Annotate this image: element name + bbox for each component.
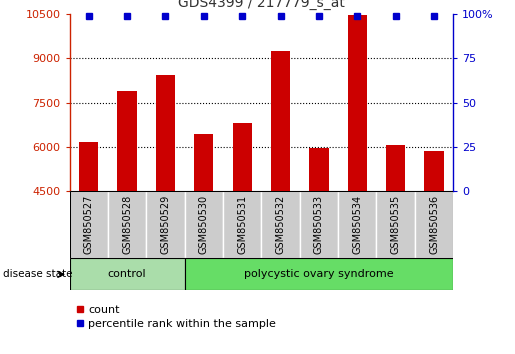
Bar bbox=[108, 191, 146, 258]
Title: GDS4399 / 217779_s_at: GDS4399 / 217779_s_at bbox=[178, 0, 345, 10]
Text: GSM850535: GSM850535 bbox=[391, 195, 401, 255]
Bar bbox=[117, 91, 136, 191]
Text: GSM850527: GSM850527 bbox=[84, 195, 94, 255]
Bar bbox=[261, 191, 300, 258]
Bar bbox=[386, 145, 405, 191]
Bar bbox=[70, 191, 108, 258]
Text: GSM850534: GSM850534 bbox=[352, 195, 362, 255]
Bar bbox=[348, 15, 367, 191]
Text: GSM850530: GSM850530 bbox=[199, 195, 209, 255]
Bar bbox=[223, 191, 261, 258]
Text: GSM850536: GSM850536 bbox=[429, 195, 439, 255]
Bar bbox=[184, 258, 453, 290]
Bar bbox=[194, 133, 213, 191]
Bar bbox=[338, 191, 376, 258]
Bar bbox=[146, 191, 184, 258]
Legend: count, percentile rank within the sample: count, percentile rank within the sample bbox=[75, 303, 279, 331]
Text: GSM850531: GSM850531 bbox=[237, 195, 247, 255]
Bar bbox=[70, 258, 184, 290]
Bar bbox=[79, 143, 98, 191]
Text: polycystic ovary syndrome: polycystic ovary syndrome bbox=[244, 269, 394, 279]
Bar bbox=[415, 191, 453, 258]
Text: GSM850532: GSM850532 bbox=[276, 195, 285, 255]
Text: disease state: disease state bbox=[3, 269, 72, 279]
Bar bbox=[376, 191, 415, 258]
Text: GSM850533: GSM850533 bbox=[314, 195, 324, 255]
Bar bbox=[310, 148, 329, 191]
Text: GSM850529: GSM850529 bbox=[161, 195, 170, 255]
Bar bbox=[424, 152, 443, 191]
Text: control: control bbox=[108, 269, 146, 279]
Text: GSM850528: GSM850528 bbox=[122, 195, 132, 255]
Bar bbox=[184, 191, 223, 258]
Bar bbox=[233, 123, 252, 191]
Bar bbox=[300, 191, 338, 258]
Bar bbox=[156, 75, 175, 191]
Bar bbox=[271, 51, 290, 191]
